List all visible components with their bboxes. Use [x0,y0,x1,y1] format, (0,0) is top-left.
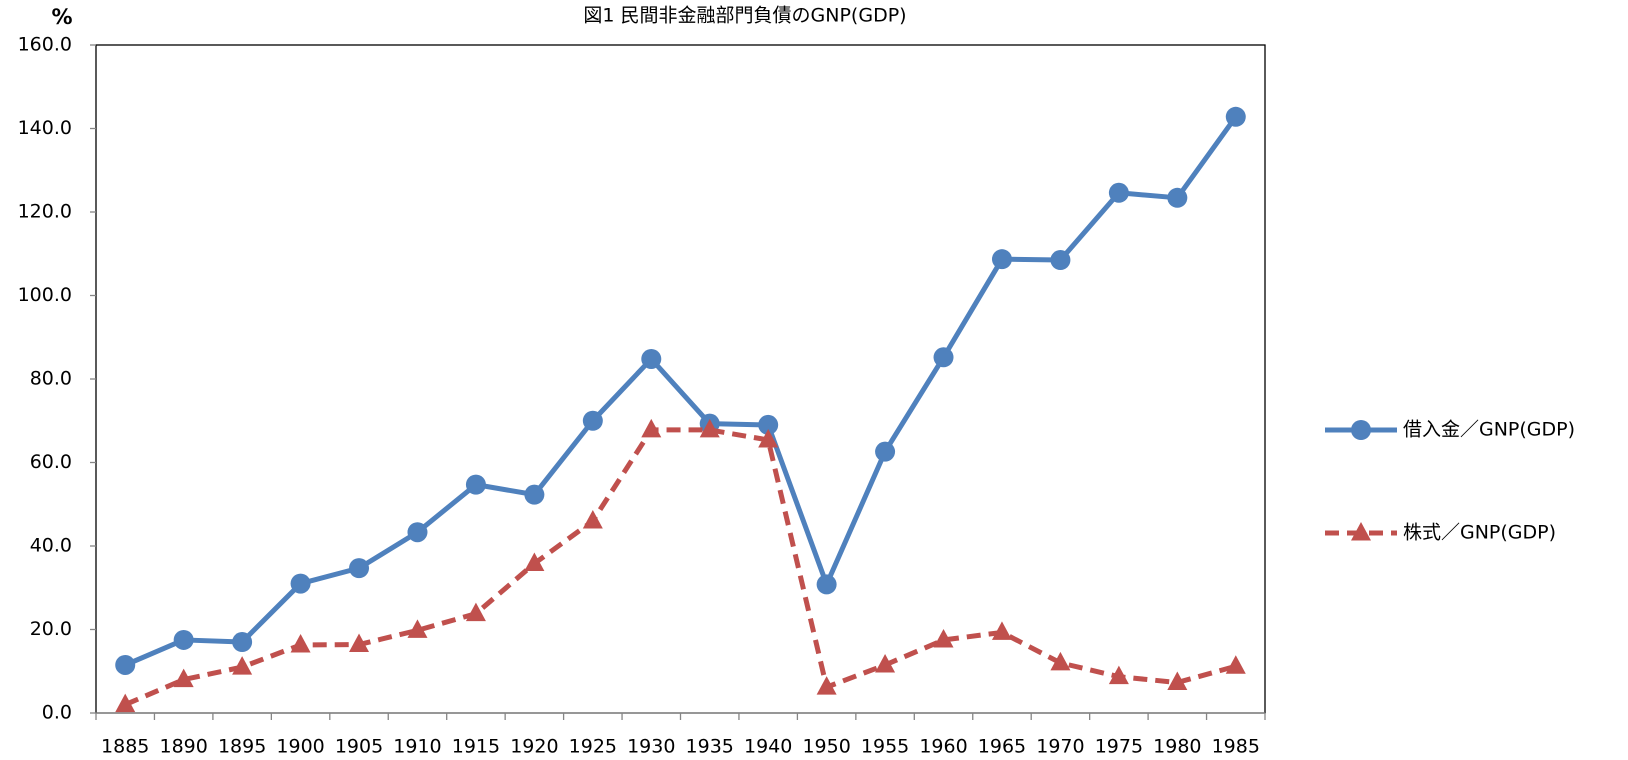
data-point [232,656,253,675]
data-point [641,418,662,438]
y-tick-label: 100.0 [18,284,72,306]
data-point [407,522,428,543]
x-tick-label: 1950 [802,736,850,758]
data-point [816,574,837,595]
data-point [758,428,779,448]
data-point [933,347,954,368]
x-tick-label: 1955 [861,736,909,758]
x-tick-label: 1900 [276,736,324,758]
data-point [349,558,370,579]
data-point [1225,106,1246,127]
x-tick-label: 1980 [1153,736,1201,758]
x-tick-label: 1970 [1036,736,1084,758]
data-point [115,693,136,713]
x-tick-label: 1985 [1212,736,1260,758]
data-point [758,414,779,435]
x-tick-label: 1920 [510,736,558,758]
data-point [232,632,253,653]
data-point [991,621,1012,640]
y-tick-label: 120.0 [18,201,72,223]
data-point [641,348,662,369]
x-tick-label: 1905 [335,736,383,758]
data-point [1050,651,1071,671]
data-point [875,653,896,673]
legend-marker [1351,420,1371,440]
x-tick-label: 1925 [569,736,617,758]
data-point [1108,182,1129,203]
data-point [173,668,194,688]
data-point [115,654,136,675]
data-point [933,628,954,648]
x-tick-label: 1935 [686,736,734,758]
series-line [124,427,1237,707]
data-point [1108,665,1129,685]
data-point [816,676,837,695]
y-tick-label: 0.0 [42,702,72,724]
data-point [524,552,545,572]
data-point [875,441,896,462]
data-point [407,619,428,638]
x-tick-label: 1940 [744,736,792,758]
data-point [524,484,545,505]
x-tick-label: 1975 [1095,736,1143,758]
data-point [699,418,720,438]
x-tick-label: 1890 [159,736,207,758]
data-point [465,474,486,495]
data-point [1167,187,1188,208]
data-point [1050,250,1071,271]
y-tick-label: 40.0 [30,535,72,557]
y-axis-label: % [51,5,72,29]
x-tick-label: 1965 [978,736,1026,758]
x-tick-label: 1910 [393,736,441,758]
x-tick-label: 1960 [919,736,967,758]
data-point [582,410,603,431]
x-tick-label: 1885 [101,736,149,758]
data-point [349,633,370,653]
data-point [290,633,311,653]
data-point [582,509,603,529]
chart-title: 図1 民間非金融部門負債のGNP(GDP) [583,5,906,27]
data-point [1225,655,1246,674]
legend-label: 借入金／GNP(GDP) [1403,419,1575,441]
y-tick-label: 20.0 [30,618,72,640]
data-point [1167,671,1188,691]
data-point [173,629,194,650]
y-tick-label: 60.0 [30,451,72,473]
data-point [991,249,1012,270]
x-tick-label: 1930 [627,736,675,758]
y-tick-label: 140.0 [18,117,72,139]
legend-label: 株式／GNP(GDP) [1403,522,1556,544]
y-tick-label: 80.0 [30,368,72,390]
x-tick-label: 1895 [218,736,266,758]
legend-marker [1351,522,1371,541]
x-tick-label: 1915 [452,736,500,758]
y-tick-label: 160.0 [18,34,72,56]
data-point [465,602,486,622]
data-point [290,573,311,594]
